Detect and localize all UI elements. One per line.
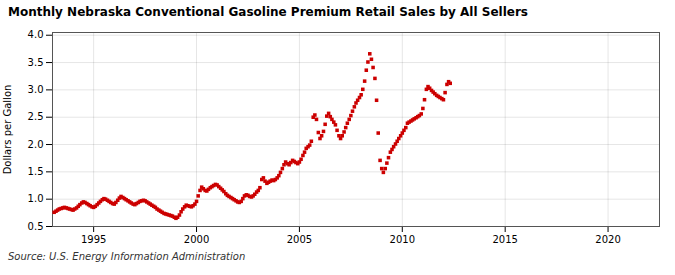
svg-text:1995: 1995 <box>81 234 106 245</box>
svg-text:1.5: 1.5 <box>28 166 44 177</box>
html-text:Monthly Nebraska Conventional: Monthly Nebraska Conventional Gasoline P… <box>8 5 528 19</box>
svg-text:0.5: 0.5 <box>28 221 44 232</box>
svg-text:2000: 2000 <box>184 234 209 245</box>
svg-text:2.5: 2.5 <box>28 111 44 122</box>
svg-text:4.0: 4.0 <box>28 29 44 40</box>
html-text:Source: U.S. Energy Informatio: Source: U.S. Energy Information Administ… <box>8 251 246 262</box>
svg-text:3.5: 3.5 <box>28 57 44 68</box>
svg-text:3.0: 3.0 <box>28 84 44 95</box>
svg-text:2.0: 2.0 <box>28 139 44 150</box>
svg-text:2020: 2020 <box>595 234 620 245</box>
svg-text:2015: 2015 <box>492 234 517 245</box>
svg-text:1.0: 1.0 <box>28 193 44 204</box>
svg-text:2005: 2005 <box>287 234 312 245</box>
svg-text:2010: 2010 <box>390 234 415 245</box>
svg-text:Dollars per Gallon: Dollars per Gallon <box>2 85 13 175</box>
